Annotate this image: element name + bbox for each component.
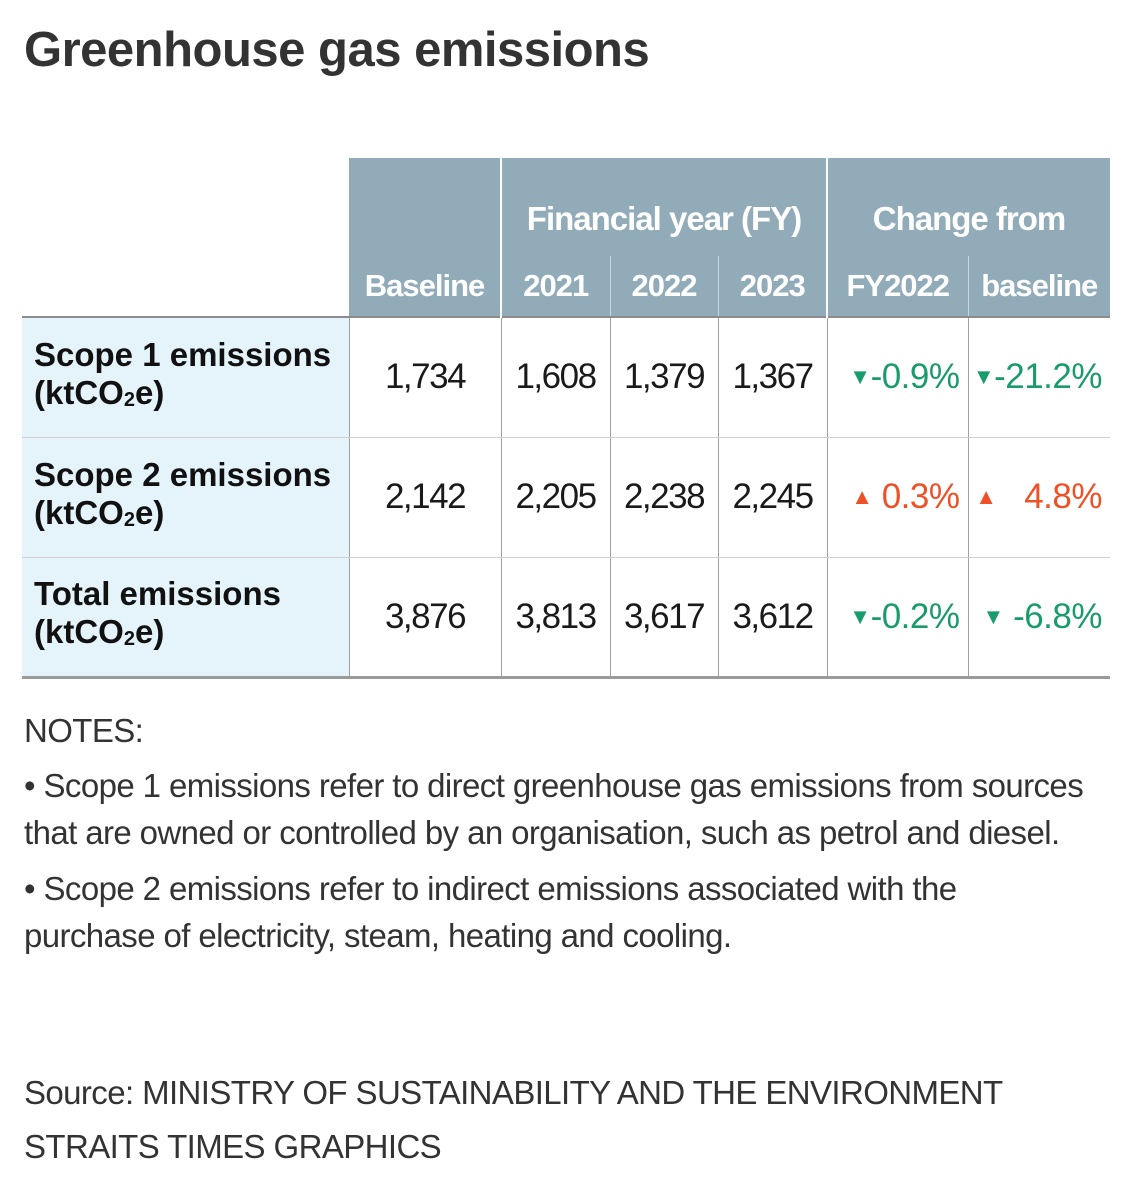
change-value: -21.2%	[994, 357, 1102, 397]
note-item: • Scope 1 emissions refer to direct gree…	[24, 767, 1084, 851]
header-corner	[22, 158, 349, 256]
change-value: -0.9%	[870, 357, 960, 397]
header-baseline: Baseline	[349, 256, 501, 317]
note-item: • Scope 2 emissions refer to indirect em…	[24, 870, 957, 954]
change-value: -0.2%	[870, 596, 960, 636]
unit-subscript: 2	[123, 628, 135, 650]
header-change-baseline: baseline	[967, 256, 1110, 317]
emissions-table: Financial year (FY) Change from Baseline…	[22, 158, 1110, 679]
table-row: Total emissions (ktCO2e) 3,876 3,813 3,6…	[22, 557, 1110, 679]
source-section: Source: MINISTRY OF SUSTAINABILITY AND T…	[24, 1066, 1003, 1174]
unit-prefix: (ktCO	[34, 613, 124, 650]
chart-title: Greenhouse gas emissions	[24, 23, 650, 77]
unit-subscript: 2	[123, 388, 135, 411]
header-year-2021: 2021	[500, 256, 610, 317]
cell-fy2021: 1,608	[500, 316, 610, 438]
unit-prefix: (ktCO	[34, 373, 124, 411]
down-arrow-icon: ▼	[849, 603, 871, 629]
unit-prefix: (ktCO	[34, 493, 124, 531]
row-label-unit: (ktCO2e)	[34, 613, 349, 658]
notes-heading: NOTES:	[24, 712, 144, 749]
row-label: Scope 1 emissions (ktCO2e)	[22, 316, 349, 438]
down-arrow-icon: ▼	[982, 603, 1005, 629]
header-year-2022: 2022	[609, 256, 718, 317]
cell-fy2022: 3,617	[609, 557, 718, 679]
unit-suffix: e)	[134, 613, 165, 650]
cell-change-fy2022: ▲ 0.3%	[826, 437, 968, 558]
up-arrow-icon: ▲	[975, 484, 997, 509]
unit-suffix: e)	[134, 493, 165, 531]
cell-fy2021: 2,205	[500, 437, 610, 558]
row-label-name: Total emissions	[34, 575, 281, 612]
up-arrow-icon: ▲	[851, 484, 873, 509]
unit-suffix: e)	[134, 373, 165, 411]
cell-baseline: 2,142	[348, 437, 501, 558]
cell-change-fy2022: ▼-0.9%	[826, 316, 968, 438]
header-year-2023: 2023	[717, 256, 827, 317]
credit-line: STRAITS TIMES GRAPHICS	[24, 1128, 442, 1165]
row-label-name: Scope 2 emissions	[34, 455, 332, 493]
row-label-unit: (ktCO2e)	[34, 494, 349, 539]
header-baseline-top	[349, 158, 501, 256]
header-corner-bottom	[22, 256, 349, 317]
row-label: Scope 2 emissions (ktCO2e)	[22, 437, 349, 558]
header-change-fy2022: FY2022	[826, 256, 968, 317]
down-arrow-icon: ▼	[849, 364, 871, 390]
table-row: Scope 1 emissions (ktCO2e) 1,734 1,608 1…	[22, 316, 1110, 438]
header-change-from: Change from	[826, 158, 1110, 256]
cell-baseline: 3,876	[348, 557, 501, 679]
change-value: 4.8%	[1024, 477, 1102, 516]
cell-fy2022: 2,238	[609, 437, 718, 558]
change-value: -6.8%	[1013, 596, 1102, 636]
notes-section: NOTES: • Scope 1 emissions refer to dire…	[24, 707, 1084, 968]
down-arrow-icon: ▼	[972, 364, 995, 390]
cell-change-baseline: ▼ -6.8%	[967, 557, 1110, 679]
row-label-unit: (ktCO2e)	[34, 374, 349, 419]
cell-baseline: 1,734	[348, 316, 501, 438]
cell-fy2023: 3,612	[717, 557, 827, 679]
unit-subscript: 2	[123, 508, 135, 531]
change-value: 0.3%	[881, 477, 960, 516]
cell-change-fy2022: ▼-0.2%	[826, 557, 968, 679]
cell-fy2023: 1,367	[717, 316, 827, 438]
header-financial-year: Financial year (FY)	[500, 158, 827, 256]
row-label: Total emissions (ktCO2e)	[22, 557, 349, 679]
source-line: Source: MINISTRY OF SUSTAINABILITY AND T…	[24, 1074, 1003, 1111]
cell-change-baseline: ▼-21.2%	[967, 316, 1110, 438]
row-label-name: Scope 1 emissions	[34, 335, 332, 373]
cell-fy2021: 3,813	[500, 557, 610, 679]
cell-fy2023: 2,245	[717, 437, 827, 558]
cell-change-baseline: ▲ 4.8%	[967, 437, 1110, 558]
table-row: Scope 2 emissions (ktCO2e) 2,142 2,205 2…	[22, 437, 1110, 558]
cell-fy2022: 1,379	[609, 316, 718, 438]
